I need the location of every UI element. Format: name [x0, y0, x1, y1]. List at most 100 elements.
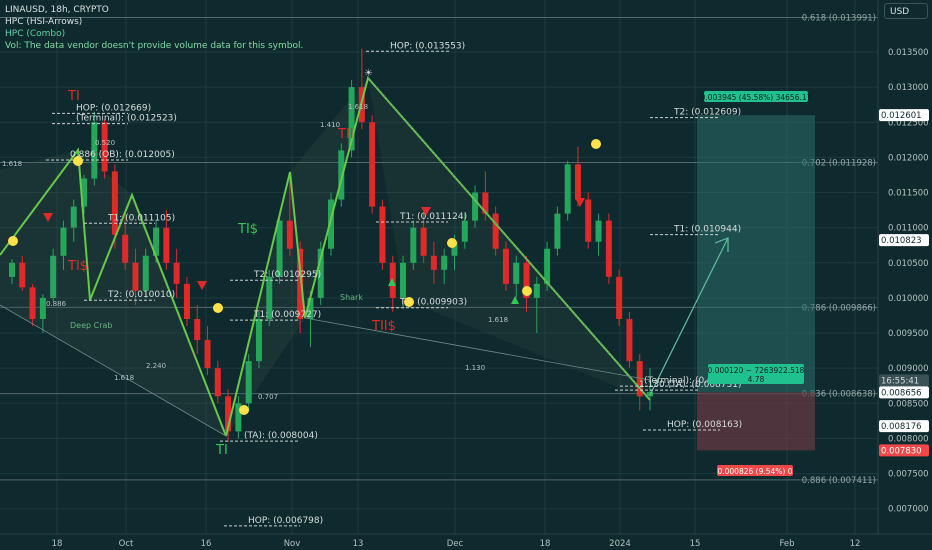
dashed-level-label: HOP: (0.012669): [76, 103, 151, 113]
target-label-text: 0.003945 (45.58%) 34656.17: [701, 93, 812, 102]
candle-body: [626, 318, 633, 362]
fib-level-label: 0.618 (0.013991): [802, 13, 876, 23]
candle-body: [502, 248, 509, 284]
dashed-level-label: (TA): (0.008004): [244, 431, 318, 441]
candle-body: [204, 340, 211, 369]
signal-dot-marker: [8, 236, 18, 246]
x-tick-label: 13: [353, 539, 364, 549]
y-tick-label: 0.013000: [888, 83, 929, 93]
candle-body: [441, 255, 448, 270]
candle-body: [132, 262, 139, 291]
candle-body: [461, 220, 468, 242]
target-label: 0.003945 (45.58%) 34656.17: [701, 91, 812, 102]
price-tag-bg: [879, 420, 929, 433]
fib-level-label: 0.836 (0.008638): [802, 390, 876, 400]
signal-label: TI$: [237, 222, 258, 237]
target-zone: [697, 115, 815, 393]
price-tag-label: 0.008176: [881, 422, 922, 432]
candle-body: [194, 318, 201, 341]
y-tick-label: 0.007500: [888, 470, 929, 480]
candle-body: [400, 262, 407, 298]
ratio-label: 1.410: [320, 121, 340, 129]
dashed-level-label: (Terminal): (0.008787): [644, 376, 745, 386]
candle-body: [286, 220, 293, 249]
candle-body: [554, 213, 561, 249]
chart-header: LINAUSD, 18h, CRYPTO HPC (HSI-Arrows) HP…: [5, 4, 303, 52]
signal-dot-marker: [213, 303, 223, 313]
x-tick-label: Nov: [284, 539, 301, 549]
sell-arrow-marker: [197, 281, 207, 290]
dashed-level-label: T2: (0.010010): [107, 290, 175, 300]
candle-body: [379, 206, 386, 263]
candle-body: [564, 164, 571, 214]
y-tick-label: 0.009500: [888, 329, 929, 339]
candle-body: [513, 262, 520, 284]
candle-body: [245, 361, 252, 404]
pattern-name-label: Shark: [340, 293, 363, 302]
ratio-guide: [304, 317, 651, 381]
candle-body: [472, 192, 479, 221]
candle-body: [183, 283, 190, 319]
candle-body: [255, 318, 262, 362]
candle-body: [142, 255, 149, 291]
ratio-guide: [0, 304, 227, 437]
price-tag-bg: [879, 374, 929, 387]
sell-arrow-marker: [43, 213, 53, 222]
x-tick-label: 16: [201, 539, 212, 549]
y-tick-label: 0.007000: [888, 505, 929, 515]
deep-crab-shading: [0, 150, 226, 436]
entry-label-bg: [708, 364, 804, 384]
indicator-combo[interactable]: HPC (Combo): [5, 29, 66, 39]
candle-body: [101, 122, 108, 172]
dashed-level-label: T2: (0.009903): [399, 298, 467, 308]
y-tick-label: 0.008500: [888, 399, 929, 409]
price-tag-bg: [879, 234, 929, 247]
signal-dot-marker: [591, 139, 601, 149]
x-tick-label: 2024: [609, 539, 631, 549]
candle-body: [574, 164, 581, 200]
signal-dot-marker: [239, 405, 249, 415]
pattern-name-label: Deep Crab: [70, 321, 112, 330]
price-tag-bg: [879, 386, 929, 399]
y-tick-label: 0.011500: [888, 189, 929, 199]
candle-body: [636, 361, 643, 397]
price-tag-label: 0.012601: [881, 111, 922, 121]
candle-body: [451, 241, 458, 256]
indicator-hsi-arrows[interactable]: HPC (HSI-Arrows): [5, 17, 83, 27]
price-tag-label: 0.010823: [881, 236, 922, 246]
candle-body: [492, 213, 499, 249]
candle-body: [225, 396, 232, 432]
candle-body: [9, 262, 15, 277]
ratio-label: 0.520: [95, 139, 115, 147]
stop-label-bg: [717, 465, 793, 476]
x-tick-label: Oct: [119, 539, 134, 549]
candle-body: [111, 171, 118, 235]
target-label-bg: [704, 91, 808, 102]
entry-label-text: 4.78: [748, 375, 765, 384]
y-tick-label: 0.009000: [888, 364, 929, 374]
candle-body: [348, 87, 355, 151]
stop-zone: [697, 392, 815, 451]
price-tag-bg: [879, 444, 929, 457]
signal-label: TII: [337, 127, 354, 142]
y-tick-label: 0.011000: [888, 224, 929, 234]
ratio-label: 1.618: [2, 160, 22, 168]
candle-body: [70, 206, 77, 228]
y-tick-label: 0.010500: [888, 259, 929, 269]
dashed-level-label: 0.886 (OB): (0.012005): [70, 150, 175, 160]
dashed-level-label: T1: (0.009727): [253, 310, 321, 320]
signal-dot-marker: [404, 297, 414, 307]
candle-body: [50, 255, 57, 298]
dashed-level-label: HOP: (0.013553): [390, 41, 465, 51]
dashed-level-label: T2: (0.012609): [673, 108, 741, 118]
x-tick-label: 15: [690, 539, 701, 549]
signal-label: TI$: [67, 259, 88, 274]
price-tag-label: 16:55:41: [881, 376, 919, 386]
ratio-label: 2.240: [146, 362, 166, 370]
candle-body: [585, 199, 592, 242]
currency-button[interactable]: USD: [884, 3, 928, 19]
candle-body: [307, 297, 314, 319]
candle-body: [533, 283, 540, 298]
